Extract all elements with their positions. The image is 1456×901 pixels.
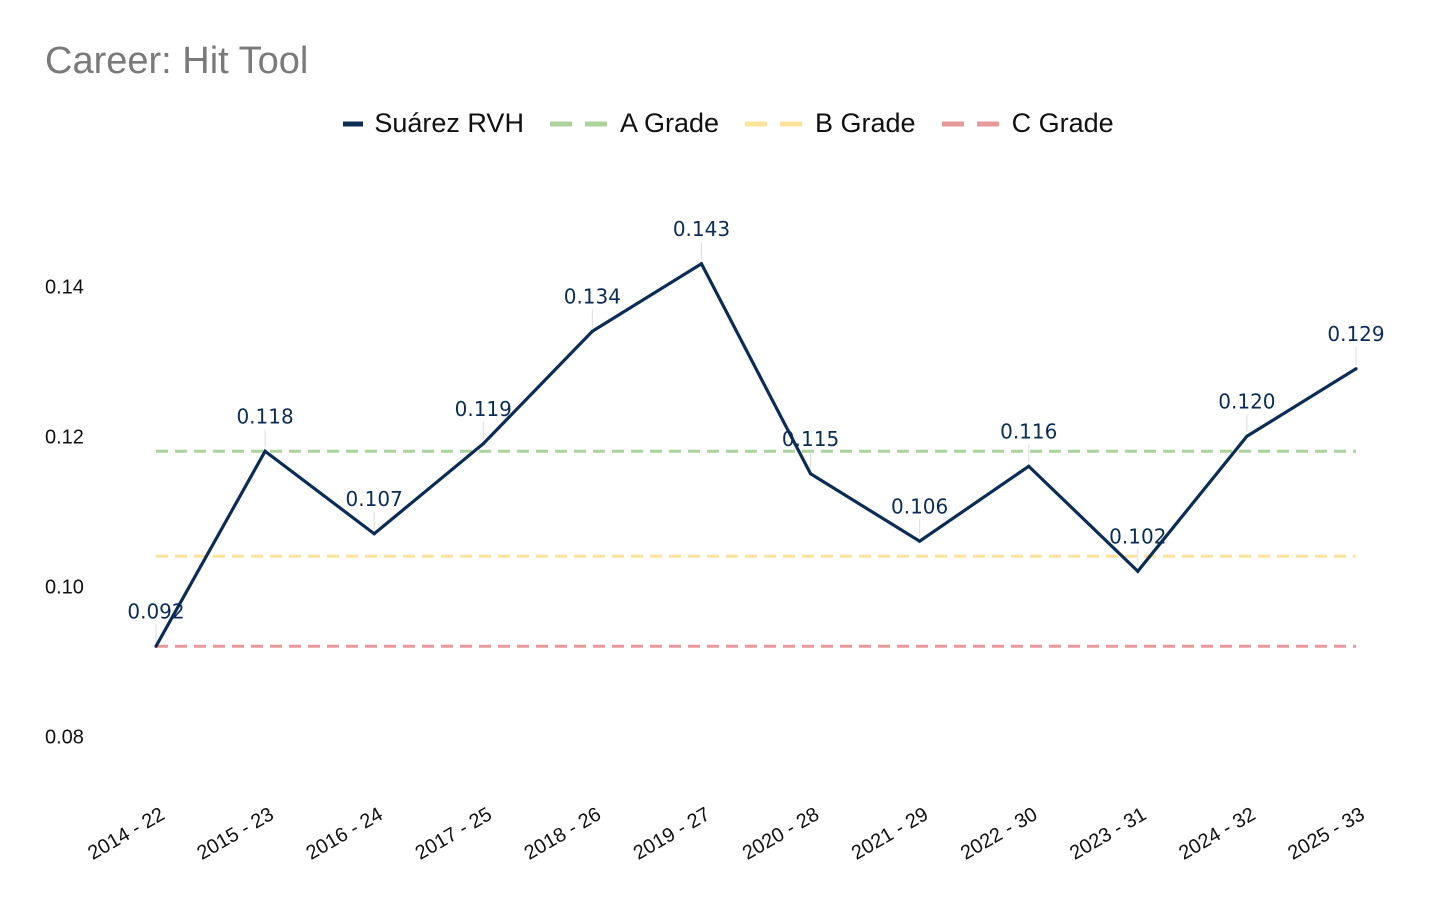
- data-point: [1027, 464, 1031, 468]
- legend-label-c-grade: C Grade: [1011, 108, 1114, 138]
- data-label: 0.092: [127, 599, 184, 623]
- legend-swatch-a-grade: [549, 121, 610, 126]
- data-point: [918, 539, 922, 543]
- data-label: 0.107: [346, 487, 403, 511]
- data-point: [1136, 569, 1140, 573]
- legend-item-suarez-rvh[interactable]: Suárez RVH: [342, 108, 524, 139]
- legend-label-suarez-rvh: Suárez RVH: [374, 108, 524, 138]
- data-label: 0.129: [1327, 322, 1384, 346]
- data-point: [372, 532, 376, 536]
- legend-label-a-grade: A Grade: [619, 108, 720, 138]
- data-label: 0.102: [1109, 524, 1166, 548]
- data-point: [1245, 434, 1249, 438]
- data-label: 0.106: [891, 494, 948, 518]
- data-label: 0.116: [1000, 419, 1057, 443]
- x-tick-label: 2025 - 33: [1284, 803, 1368, 864]
- series-line: [154, 261, 1357, 648]
- legend-item-b-grade[interactable]: B Grade: [745, 108, 916, 139]
- x-tick-label: 2018 - 26: [521, 803, 605, 864]
- data-label: 0.134: [564, 284, 621, 308]
- data-point: [481, 442, 485, 446]
- y-tick-label: 0.10: [45, 576, 84, 598]
- legend-swatch-series: [343, 121, 364, 126]
- data-point: [1354, 367, 1358, 371]
- chart-title: Career: Hit Tool: [45, 40, 309, 82]
- legend-swatch-b-grade: [745, 121, 806, 126]
- data-point: [263, 449, 267, 453]
- data-point: [590, 329, 594, 333]
- data-point: [154, 644, 158, 648]
- x-tick-label: 2024 - 32: [1175, 803, 1259, 864]
- legend: Suárez RVH A Grade B Grade C Grade: [0, 108, 1456, 139]
- x-tick-label: 2022 - 30: [957, 803, 1041, 864]
- x-tick-label: 2015 - 23: [193, 803, 277, 864]
- data-label: 0.143: [673, 217, 730, 241]
- data-label: 0.120: [1218, 389, 1275, 413]
- legend-item-c-grade[interactable]: C Grade: [941, 108, 1114, 139]
- legend-label-b-grade: B Grade: [815, 108, 916, 138]
- x-tick-label: 2021 - 29: [848, 803, 932, 864]
- y-tick-label: 0.12: [45, 426, 84, 448]
- x-tick-label: 2016 - 24: [302, 803, 386, 864]
- x-tick-label: 2020 - 28: [739, 803, 823, 864]
- legend-swatch-c-grade: [941, 121, 1002, 126]
- data-point: [699, 262, 704, 266]
- y-tick-label: 0.14: [45, 276, 84, 298]
- x-tick-label: 2017 - 25: [412, 803, 496, 864]
- data-label: 0.118: [236, 404, 293, 428]
- x-tick-label: 2014 - 22: [84, 803, 168, 864]
- x-tick-label: 2019 - 27: [630, 803, 714, 864]
- x-tick-label: 2023 - 31: [1066, 803, 1150, 864]
- data-label: 0.115: [782, 427, 839, 451]
- legend-item-a-grade[interactable]: A Grade: [549, 108, 720, 139]
- data-label: 0.119: [455, 397, 512, 421]
- data-point: [808, 472, 813, 476]
- y-tick-label: 0.08: [45, 726, 84, 748]
